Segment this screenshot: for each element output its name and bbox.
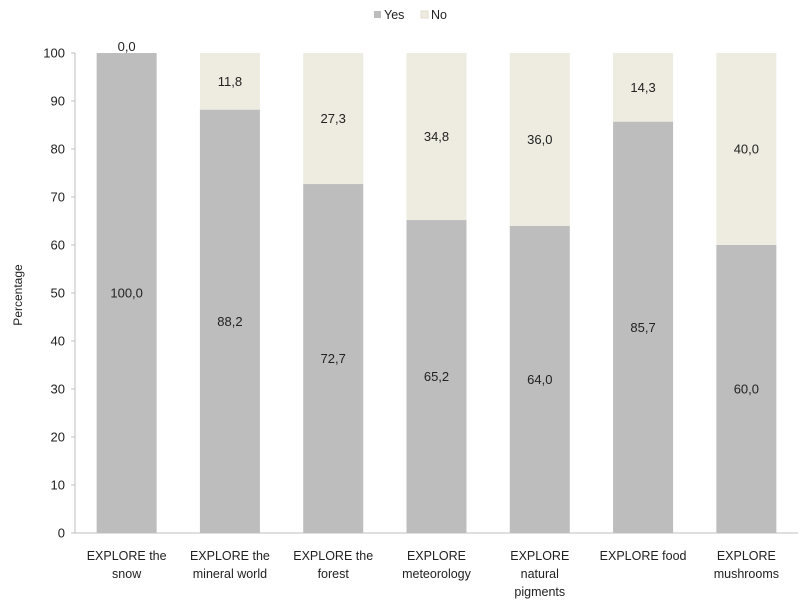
bar-yes [406, 220, 467, 534]
bar-yes [303, 184, 364, 534]
y-axis-label: Percentage [11, 264, 25, 326]
data-label-yes: 64,0 [527, 372, 552, 387]
data-label-no: 40,0 [734, 142, 759, 157]
y-tick-label: 100 [43, 46, 65, 61]
y-tick-label: 10 [51, 478, 65, 493]
legend: Yes No [374, 8, 447, 22]
y-tick-label: 90 [51, 94, 65, 109]
legend-swatch-yes [374, 11, 381, 18]
bar-yes [199, 109, 260, 533]
x-axis: EXPLORE the snow EXPLORE the mineral world E… [75, 532, 798, 599]
bar-no [509, 53, 570, 226]
category-label: EXPLORE mushrooms [714, 549, 779, 581]
bar-no [613, 53, 674, 122]
data-label-no: 11,8 [218, 74, 242, 89]
category-label: EXPLORE meteorology [402, 549, 472, 581]
data-label-yes: 60,0 [734, 382, 759, 397]
y-tick-label: 70 [51, 190, 65, 205]
bars: 100,0 0,0 88,2 11,8 72,7 27,3 65,2 34,8 64,0 36,0… [96, 39, 777, 534]
bar-yes [613, 121, 674, 533]
legend-label-no: No [431, 8, 447, 22]
y-tick-label: 80 [51, 142, 65, 157]
legend-swatch-no [420, 10, 429, 19]
data-label-no: 36,0 [527, 132, 552, 147]
bar-no [199, 53, 260, 110]
data-label-no: 0,0 [118, 39, 136, 54]
data-label-yes: 88,2 [217, 314, 242, 329]
category-label: EXPLORE food [600, 549, 687, 563]
y-tick-label: 60 [51, 238, 65, 253]
y-tick-label: 0 [58, 526, 65, 541]
y-tick-label: 20 [51, 430, 65, 445]
category-label: EXPLORE natural pigments [510, 549, 569, 599]
legend-label-yes: Yes [384, 8, 404, 22]
data-label-yes: 100,0 [110, 286, 143, 301]
y-axis: 0 10 20 30 40 50 60 70 80 90 100 [43, 46, 76, 541]
bar-no [303, 53, 364, 185]
data-label-yes: 65,2 [424, 369, 449, 384]
y-tick-label: 50 [51, 286, 65, 301]
data-label-no: 27,3 [321, 111, 346, 126]
data-label-no: 34,8 [424, 129, 449, 144]
data-label-yes: 72,7 [321, 351, 346, 366]
bar-yes [96, 53, 157, 533]
bar-yes [716, 245, 777, 533]
category-label: EXPLORE the forest [293, 549, 373, 581]
bar-no [406, 53, 467, 221]
y-tick-label: 30 [51, 382, 65, 397]
bar-no [716, 53, 777, 245]
data-label-no: 14,3 [630, 80, 655, 95]
y-tick-label: 40 [51, 334, 65, 349]
category-label: EXPLORE the snow [87, 549, 167, 581]
category-label: EXPLORE the mineral world [190, 549, 270, 581]
bar-yes [509, 225, 570, 534]
data-label-yes: 85,7 [630, 320, 655, 335]
